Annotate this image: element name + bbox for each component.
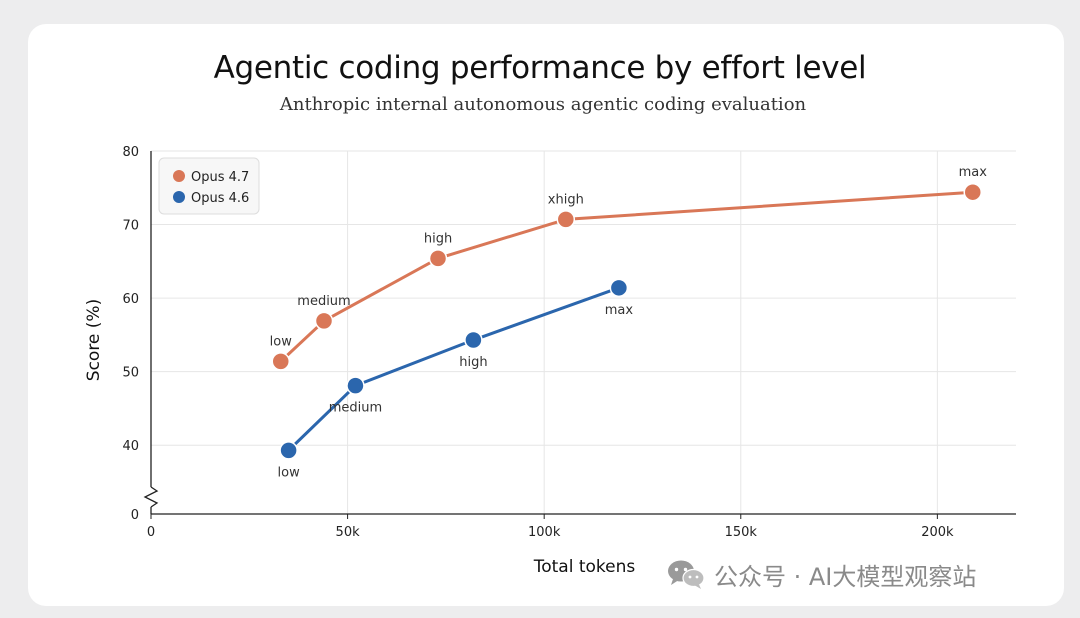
wechat-icon — [668, 560, 705, 589]
data-label-opus-4-6-low: low — [278, 465, 301, 480]
data-label-opus-4-7-low: low — [270, 334, 293, 349]
data-point-opus-4-6-max — [609, 278, 629, 298]
watermark: 公众号 · AI大模型观察站 — [666, 556, 976, 592]
data-label-opus-4-7-max: max — [959, 165, 988, 180]
chart-title: Agentic coding performance by effort lev… — [213, 50, 867, 86]
series-line-opus-4-6 — [287, 286, 620, 452]
legend-marker-opus-4-6 — [173, 191, 185, 203]
x-tick-label-0: 0 — [147, 525, 155, 540]
y-tick-label-70: 70 — [122, 219, 139, 234]
x-tick-label-200k: 200k — [921, 525, 954, 540]
legend-label-opus-4-7: Opus 4.7 — [191, 170, 249, 185]
data-label-opus-4-7-xhigh: xhigh — [548, 192, 584, 207]
chart-subtitle: Anthropic internal autonomous agentic co… — [279, 94, 807, 115]
x-tick-label-50k: 50k — [336, 525, 361, 540]
data-label-opus-4-7-medium: medium — [297, 294, 350, 309]
data-point-opus-4-7-max — [963, 182, 982, 202]
data-point-opus-4-7-low — [271, 352, 290, 371]
data-label-opus-4-6-medium: medium — [329, 401, 382, 416]
data-point-opus-4-7-high — [428, 249, 448, 268]
data-label-opus-4-6-max: max — [605, 303, 634, 318]
y-tick-label-0: 0 — [131, 508, 139, 523]
x-tick-label-150k: 150k — [725, 525, 758, 540]
y-tick-label-40: 40 — [122, 439, 139, 454]
y-tick-label-80: 80 — [122, 145, 139, 160]
data-label-opus-4-6-high: high — [459, 355, 487, 370]
watermark-text: 公众号 · AI大模型观察站 — [714, 562, 977, 591]
data-point-opus-4-6-high — [464, 330, 483, 350]
y-tick-label-50: 50 — [122, 366, 139, 381]
data-point-opus-4-7-xhigh — [556, 210, 576, 229]
series-line-opus-4-7 — [279, 190, 973, 363]
y-axis-label: Score (%) — [84, 299, 104, 381]
x-axis-label: Total tokens — [533, 557, 636, 577]
data-point-opus-4-6-medium — [346, 376, 365, 395]
x-tick-label-100k: 100k — [528, 525, 561, 540]
legend-marker-opus-4-7 — [173, 170, 185, 182]
data-point-opus-4-6-low — [279, 441, 298, 460]
legend-label-opus-4-6: Opus 4.6 — [191, 191, 249, 206]
data-label-opus-4-7-high: high — [424, 231, 452, 246]
y-tick-label-60: 60 — [122, 292, 139, 307]
y-axis-break — [143, 486, 159, 508]
data-point-opus-4-7-medium — [314, 311, 334, 331]
